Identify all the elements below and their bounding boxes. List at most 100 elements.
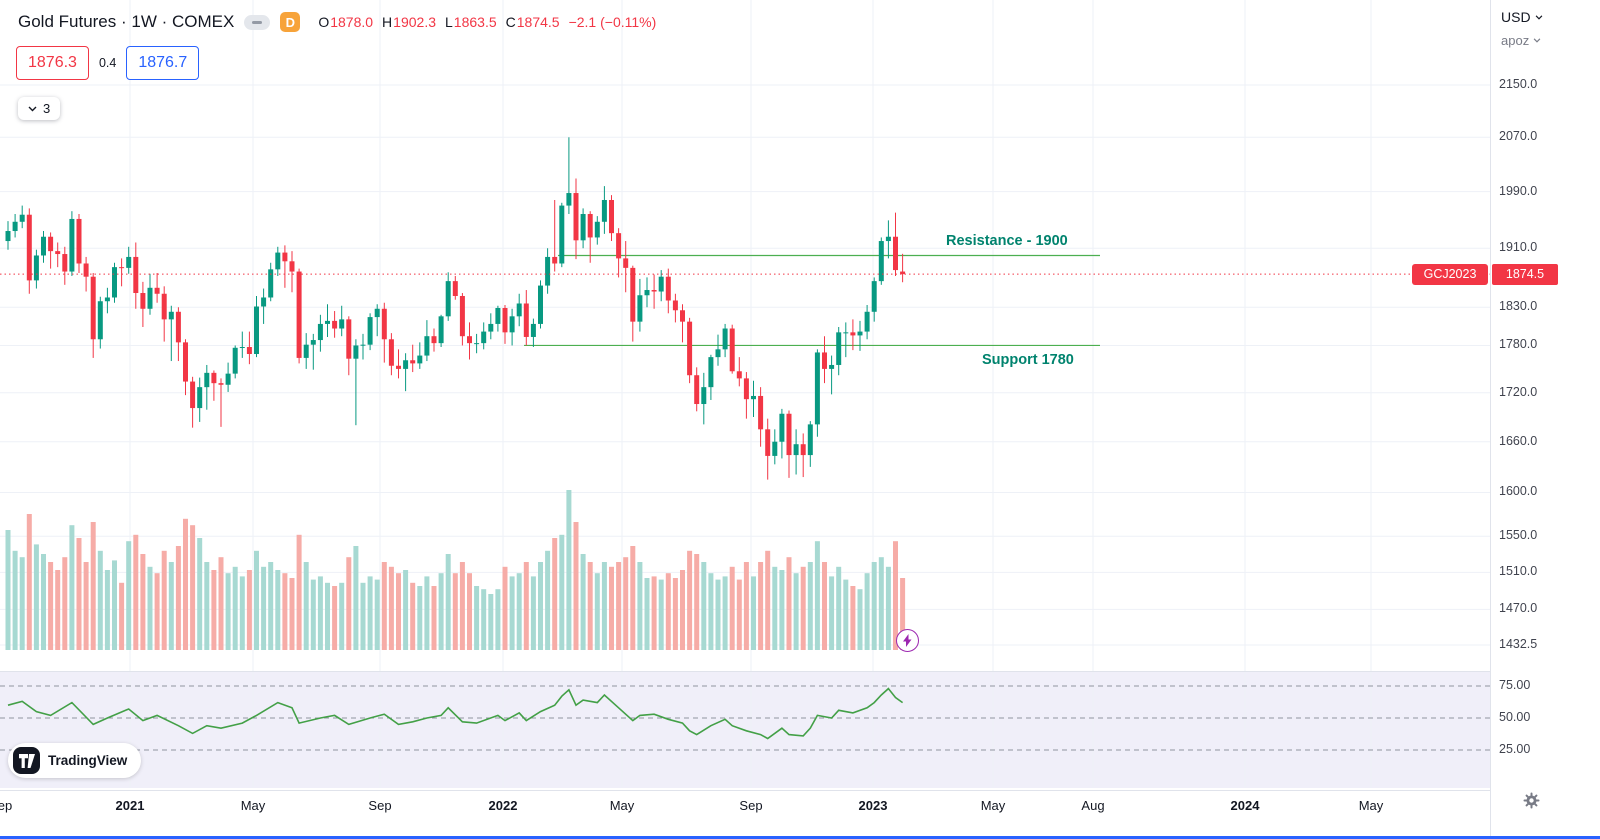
- candle-body: [438, 316, 444, 344]
- candle-body: [829, 364, 835, 369]
- candle-body: [751, 395, 756, 400]
- volume-bar: [601, 562, 607, 650]
- volume-bar: [325, 582, 330, 650]
- chevron-down-icon: [1535, 14, 1542, 20]
- volume-bar: [467, 573, 472, 650]
- volume-bar: [417, 586, 423, 650]
- price-axis-label: 1720.0: [1499, 384, 1538, 399]
- main-chart-canvas[interactable]: [0, 0, 1490, 839]
- volume-bar: [140, 554, 146, 650]
- indicator-tree-toggle[interactable]: 3: [18, 97, 61, 120]
- tradingview-logo-text: TradingView: [48, 753, 128, 768]
- candle-body: [360, 344, 366, 346]
- candle-body: [786, 413, 792, 456]
- buy-button[interactable]: 1876.7: [126, 46, 200, 80]
- chevron-down-icon: [28, 106, 37, 111]
- tradingview-attribution[interactable]: TradingView: [8, 743, 142, 778]
- time-axis[interactable]: ep 2021 May Sep 2022 May Sep 2023 May Aug 2024 May: [0, 790, 1490, 839]
- volume-bar: [126, 541, 132, 650]
- unit-toggle[interactable]: apoz: [1501, 33, 1541, 48]
- currency-label: USD: [1501, 9, 1531, 25]
- volume-bar: [502, 566, 508, 650]
- candle-body: [729, 328, 735, 372]
- volume-bar: [403, 570, 409, 650]
- currency-toggle[interactable]: USD: [1501, 9, 1543, 25]
- volume-bar: [545, 550, 551, 650]
- candle-body: [417, 355, 423, 364]
- ohlc-low: L 1863.5: [445, 14, 497, 30]
- sell-button[interactable]: 1876.3: [16, 46, 89, 80]
- volume-bar: [317, 576, 323, 650]
- volume-bar: [154, 573, 160, 650]
- support-annotation[interactable]: Support 1780: [982, 352, 1074, 369]
- symbol-title[interactable]: Gold Futures · 1W · COMEX: [18, 12, 235, 31]
- candle-body: [133, 256, 139, 294]
- candle-body: [644, 290, 650, 296]
- volume-bar: [495, 589, 501, 650]
- axis-settings-button[interactable]: [1522, 791, 1541, 815]
- volume-bar: [388, 566, 394, 650]
- open-key: O: [318, 14, 330, 30]
- lightning-icon: [903, 634, 912, 647]
- volume-bar: [275, 570, 281, 650]
- candle-body: [445, 281, 451, 317]
- volume-bar: [573, 522, 579, 650]
- volume-bar: [715, 579, 721, 650]
- close-value: 1874.5: [516, 14, 560, 30]
- dash-icon: [252, 20, 263, 24]
- volume-bar: [878, 557, 884, 650]
- candle-body: [275, 252, 281, 270]
- candle-body: [509, 316, 515, 333]
- candle-body: [90, 276, 96, 340]
- volume-bar: [644, 578, 650, 650]
- volume-bar: [758, 562, 764, 650]
- candle-body: [296, 271, 302, 358]
- volume-bar: [254, 550, 259, 650]
- volume-bar: [33, 544, 39, 650]
- candle-body: [232, 347, 238, 374]
- volume-bar: [765, 550, 771, 650]
- volume-bar: [367, 576, 373, 650]
- volume-bar: [381, 562, 387, 650]
- candle-body: [218, 383, 224, 385]
- volume-bar: [246, 570, 252, 650]
- candle-body: [140, 293, 146, 309]
- time-axis-label: 2024: [1230, 798, 1260, 813]
- time-axis-label: 2021: [115, 798, 145, 813]
- volume-bar: [885, 566, 891, 650]
- volume-bar: [900, 578, 906, 650]
- candle-body: [587, 214, 593, 238]
- open-value: 1878.0: [330, 14, 374, 30]
- candle-body: [197, 387, 203, 409]
- candle-body: [282, 252, 288, 262]
- candle-body: [623, 258, 629, 268]
- candle-body: [431, 336, 437, 344]
- volume-bar: [424, 576, 430, 650]
- candle-body: [69, 218, 75, 272]
- ohlc-readout: O 1878.0 H 1902.3 L 1863.5 C 1874.5 −2.1 (−0…: [318, 14, 656, 30]
- candle-body: [374, 308, 380, 318]
- volume-bar: [104, 570, 110, 650]
- volume-bar: [76, 538, 82, 650]
- price-axis-label: 1780.0: [1499, 337, 1538, 352]
- candle-body: [403, 360, 409, 369]
- resistance-annotation[interactable]: Resistance - 1900: [946, 233, 1068, 250]
- oscillator-line: [7, 687, 904, 740]
- data-mode-pill[interactable]: [244, 14, 271, 30]
- candle-body: [5, 231, 11, 242]
- volume-bar: [580, 554, 586, 650]
- high-value: 1902.3: [393, 14, 436, 30]
- candle-body: [573, 193, 579, 241]
- price-axis-label: 1660.0: [1499, 433, 1538, 448]
- candle-body: [268, 269, 274, 298]
- volume-bar: [168, 562, 174, 650]
- delayed-data-badge[interactable]: D: [280, 12, 301, 32]
- volume-bar: [459, 562, 465, 650]
- volume-bar: [410, 582, 416, 650]
- volume-bar: [829, 576, 835, 650]
- instant-trading-button[interactable]: [896, 629, 919, 652]
- volume-bar: [538, 562, 543, 650]
- price-axis-label: 1432.5: [1499, 637, 1538, 651]
- price-axis[interactable]: USD apoz 1874.5 2150.0 2070.0 1990.0 1910.0…: [1490, 0, 1600, 839]
- candle-body: [722, 328, 728, 350]
